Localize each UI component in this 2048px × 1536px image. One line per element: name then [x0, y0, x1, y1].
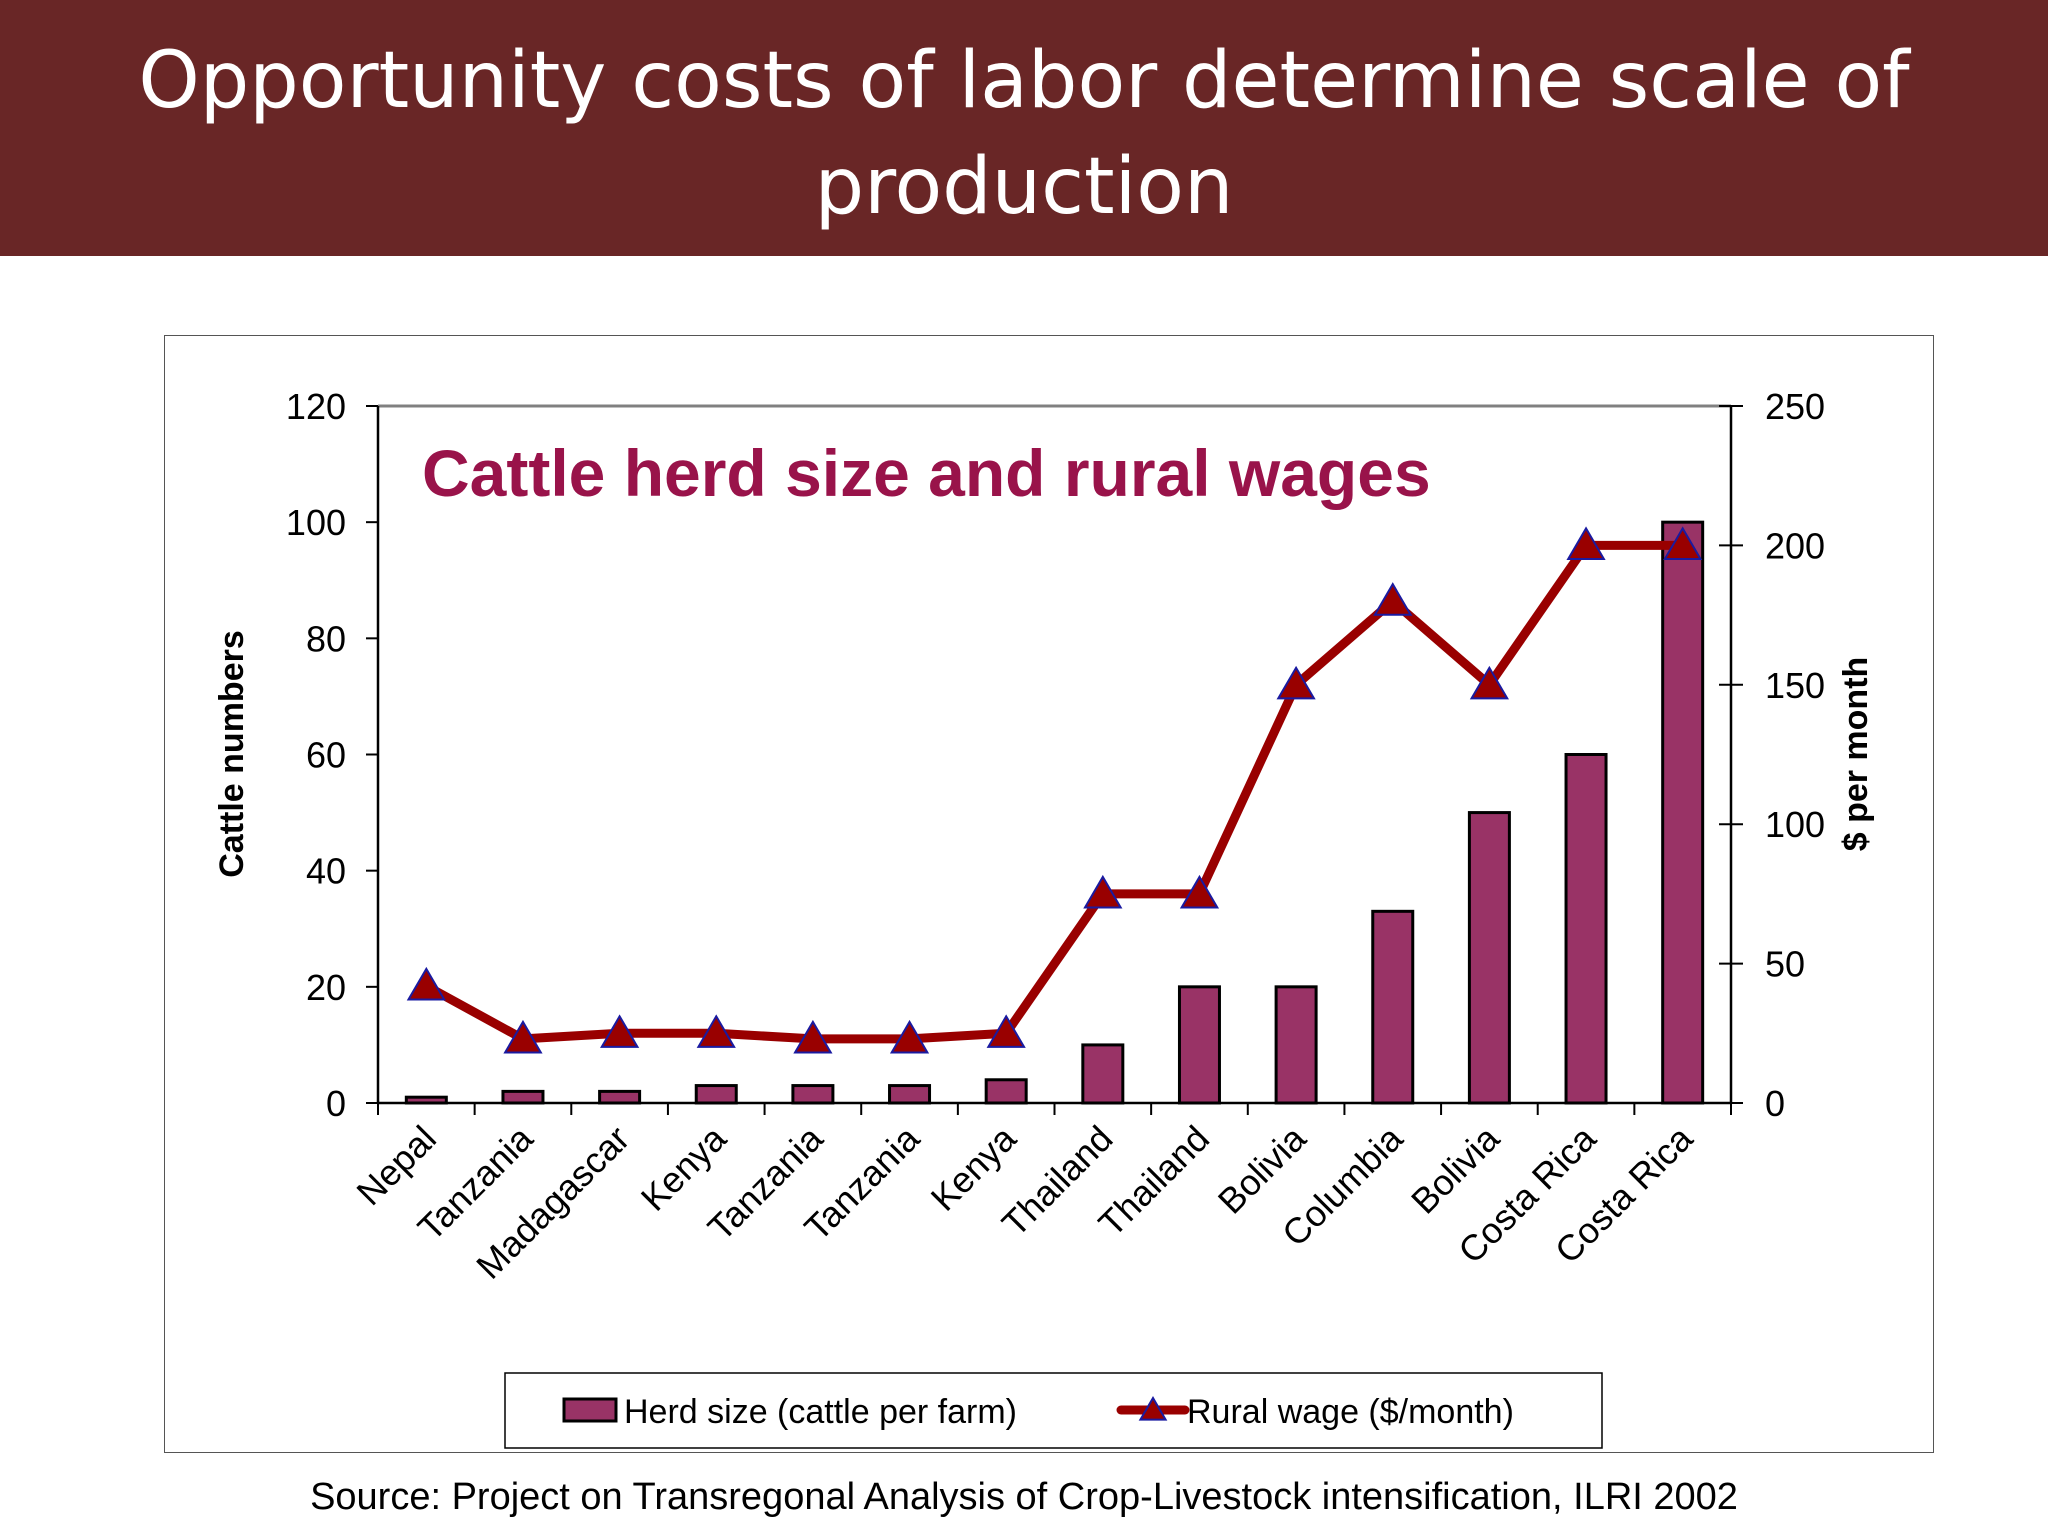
y-tick-label: 0: [326, 1083, 346, 1124]
chart-legend: Herd size (cattle per farm) Rural wage ($…: [504, 1372, 1603, 1449]
bar-herd-size: [598, 1089, 642, 1105]
y2-tick-label: 0: [1765, 1083, 1785, 1124]
bar-herd-size: [1661, 520, 1705, 1105]
marker-rural-wage: [503, 1019, 543, 1054]
bar-herd-size: [404, 1095, 448, 1105]
title-bar: Opportunity costs of labor determine sca…: [0, 0, 2048, 256]
chart-frame: 0 20 40 60 80 100 120 0 50 100 150 200 250 Nepal Tanza…: [164, 335, 1934, 1453]
y2-tick-label: 100: [1765, 804, 1825, 845]
combo-chart: 020406080100120050100150200250NepalTanza…: [213, 386, 1875, 1449]
marker-rural-wage: [1566, 526, 1606, 560]
bar-herd-size: [1467, 811, 1511, 1105]
bar-herd-size: [694, 1084, 738, 1105]
source-note: Source: Project on Transregonal Analysis…: [310, 1476, 1738, 1518]
y-axis-title: Cattle numbers: [213, 630, 251, 878]
marker-rural-wage: [1469, 665, 1509, 700]
y2-tick-label: 150: [1765, 665, 1825, 706]
y2-tick-label: 50: [1765, 944, 1805, 985]
marker-rural-wage: [1083, 874, 1123, 909]
marker-rural-wage: [793, 1019, 833, 1054]
line-series: [406, 526, 1703, 1054]
legend-swatch-herd-size: [562, 1397, 618, 1423]
marker-rural-wage: [1373, 582, 1413, 616]
legend-label-rural-wage: Rural wage ($/month): [1187, 1393, 1514, 1431]
line-rural-wage: [421, 540, 1688, 1044]
legend-marker-rural-wage: [1138, 1396, 1168, 1421]
legend-box: [504, 1372, 1603, 1449]
marker-rural-wage: [1276, 665, 1316, 700]
bar-herd-size: [1371, 909, 1415, 1105]
chart-title: Cattle herd size and rural wages: [422, 436, 1431, 510]
bar-herd-size: [1177, 985, 1221, 1105]
marker-rural-wage: [1179, 874, 1220, 909]
legend-label-herd-size: Herd size (cattle per farm): [624, 1393, 1017, 1431]
bar-herd-size: [984, 1078, 1028, 1105]
y-tick-label: 20: [306, 967, 346, 1008]
bar-herd-size: [791, 1084, 835, 1105]
marker-rural-wage: [1663, 526, 1703, 560]
slide-title: Opportunity costs of labor determine sca…: [138, 36, 1910, 232]
chart-axes: [366, 404, 1743, 1115]
marker-rural-wage: [889, 1019, 930, 1054]
marker-rural-wage: [696, 1014, 736, 1048]
y2-tick-label: 250: [1765, 386, 1825, 427]
y-tick-label: 120: [286, 386, 346, 427]
bar-herd-size: [1274, 985, 1318, 1105]
bar-herd-size: [501, 1089, 545, 1105]
chart-text: 020406080100120050100150200250NepalTanza…: [213, 386, 1875, 1287]
y-tick-label: 100: [286, 502, 346, 543]
bar-herd-size: [1081, 1043, 1125, 1105]
y-tick-label: 60: [306, 735, 346, 776]
marker-rural-wage: [600, 1014, 640, 1048]
y2-tick-label: 200: [1765, 525, 1825, 566]
y-tick-label: 40: [306, 851, 346, 892]
marker-rural-wage: [986, 1014, 1026, 1048]
y-tick-label: 80: [306, 618, 346, 659]
bar-herd-size: [1564, 753, 1608, 1105]
bar-series: [404, 520, 1705, 1105]
bar-herd-size: [888, 1084, 932, 1105]
marker-rural-wage: [406, 966, 446, 1001]
y2-axis-title: $ per month: [1837, 657, 1875, 852]
